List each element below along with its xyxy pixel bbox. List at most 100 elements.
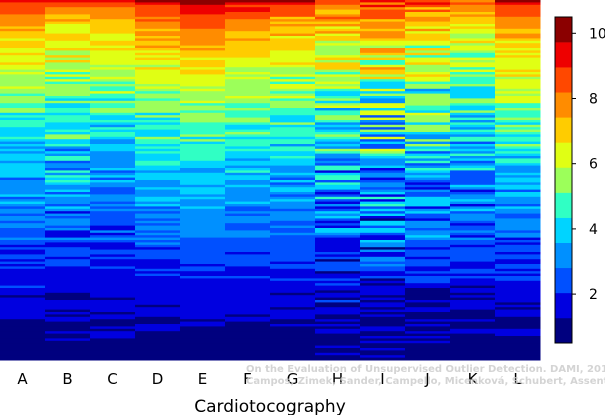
heatmap-cell	[360, 204, 406, 207]
heatmap-cell	[90, 148, 136, 152]
heatmap-cell	[225, 319, 271, 323]
heatmap-cell	[270, 309, 316, 313]
heatmap-cell	[450, 189, 496, 193]
heatmap-cell	[495, 136, 541, 140]
heatmap-cell	[450, 156, 496, 159]
heatmap-cell	[180, 148, 226, 152]
heatmap-cell	[270, 110, 316, 114]
heatmap-cell	[45, 100, 91, 104]
heatmap-cell	[135, 230, 181, 234]
heatmap-cell	[45, 112, 91, 116]
heatmap-cell	[270, 38, 316, 42]
heatmap-cell	[225, 16, 271, 20]
heatmap-cell	[90, 338, 136, 342]
heatmap-cell	[405, 352, 451, 356]
heatmap-cell	[180, 141, 226, 145]
heatmap-cell	[360, 261, 406, 265]
heatmap-cell	[225, 110, 271, 114]
heatmap-cell	[270, 259, 316, 263]
heatmap-cell	[360, 4, 406, 8]
heatmap-cell	[90, 300, 136, 303]
heatmap-cell	[495, 343, 541, 347]
heatmap-cell	[495, 244, 541, 248]
heatmap-cell	[0, 266, 46, 270]
heatmap-cell	[270, 100, 316, 104]
heatmap-cell	[225, 223, 271, 227]
heatmap-cell	[450, 206, 496, 210]
heatmap-cell	[180, 326, 226, 330]
heatmap-cell	[225, 55, 271, 59]
heatmap-cell	[360, 0, 406, 3]
heatmap-cell	[270, 271, 316, 275]
heatmap-cell	[225, 259, 271, 263]
heatmap-cell	[225, 312, 271, 315]
heatmap-cell	[450, 261, 496, 265]
heatmap-cell	[495, 98, 541, 102]
heatmap-cell	[270, 132, 316, 135]
heatmap-cell	[360, 93, 406, 97]
heatmap-cell	[225, 297, 271, 301]
heatmap-cell	[135, 213, 181, 217]
heatmap-cell	[90, 7, 136, 11]
heatmap-cell	[450, 266, 496, 270]
heatmap-cell	[0, 324, 46, 327]
heatmap-cell	[450, 115, 496, 119]
heatmap-cell	[180, 88, 226, 92]
heatmap-cell	[45, 117, 91, 121]
heatmap-cell	[45, 220, 91, 224]
heatmap-cell	[135, 228, 181, 231]
heatmap-cell	[360, 122, 406, 126]
heatmap-cell	[495, 276, 541, 279]
heatmap-cell	[270, 168, 316, 171]
heatmap-cell	[405, 108, 451, 111]
heatmap-cell	[270, 93, 316, 97]
heatmap-cell	[360, 254, 406, 258]
heatmap-cell	[405, 300, 451, 303]
heatmap-cell	[270, 28, 316, 32]
heatmap-cell	[360, 112, 406, 116]
heatmap-cell	[45, 350, 91, 354]
heatmap-cell	[405, 218, 451, 222]
heatmap-cell	[90, 326, 136, 330]
heatmap-cell	[450, 348, 496, 351]
heatmap-cell	[90, 170, 136, 174]
heatmap-cell	[405, 259, 451, 263]
heatmap-cell	[270, 141, 316, 145]
heatmap-cell	[405, 182, 451, 186]
heatmap-cell	[405, 177, 451, 181]
heatmap-cell	[135, 0, 181, 3]
heatmap-cell	[495, 170, 541, 174]
heatmap-cell	[495, 194, 541, 198]
heatmap-cell	[180, 290, 226, 294]
heatmap-cell	[135, 309, 181, 313]
heatmap-cell	[225, 218, 271, 222]
heatmap-cell	[180, 307, 226, 311]
heatmap-cell	[315, 2, 361, 6]
heatmap-cell	[270, 194, 316, 198]
heatmap-cell	[0, 115, 46, 119]
heatmap-cell	[135, 288, 181, 291]
heatmap-cell	[45, 132, 91, 135]
heatmap-cell	[90, 340, 136, 344]
heatmap-cell	[225, 129, 271, 133]
heatmap-cell	[405, 230, 451, 234]
heatmap-cell	[90, 103, 136, 107]
heatmap-cell	[225, 12, 271, 15]
heatmap-cell	[315, 249, 361, 253]
heatmap-cell	[495, 189, 541, 193]
heatmap-cell	[405, 100, 451, 104]
heatmap-cell	[270, 177, 316, 181]
heatmap-cell	[315, 177, 361, 181]
heatmap-cell	[450, 76, 496, 80]
heatmap-cell	[495, 304, 541, 308]
heatmap-cell	[0, 50, 46, 54]
heatmap-cell	[495, 153, 541, 157]
heatmap-cell	[45, 120, 91, 123]
heatmap-cell	[450, 326, 496, 330]
heatmap-cell	[225, 160, 271, 164]
heatmap-cell	[270, 146, 316, 150]
heatmap-cell	[450, 146, 496, 150]
heatmap-cell	[360, 163, 406, 167]
heatmap-cell	[135, 268, 181, 272]
colorbar-tick-label: 6	[589, 157, 598, 173]
